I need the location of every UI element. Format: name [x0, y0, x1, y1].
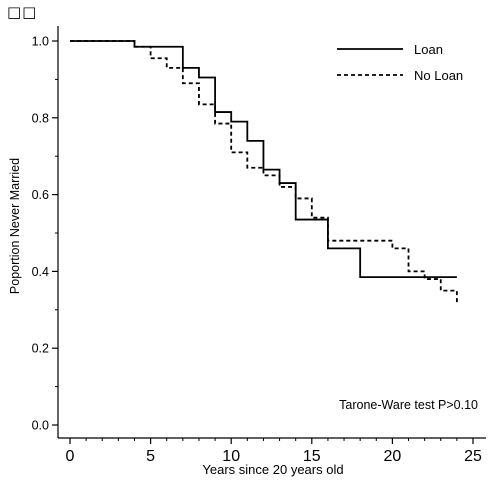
y-axis-label: Poportion Never Married	[8, 158, 22, 294]
legend: Loan No Loan	[337, 42, 463, 83]
annotation-text: Tarone-Ware test P>0.10	[339, 398, 478, 412]
y-tick-label: 0.0	[32, 419, 49, 433]
legend-label: Loan	[414, 42, 443, 57]
series-line-no-loan	[70, 40, 458, 303]
x-tick-label: 25	[464, 448, 482, 465]
corner-text: □□	[7, 3, 38, 21]
y-tick-label: 0.2	[32, 342, 49, 356]
x-tick-label: 20	[384, 448, 402, 465]
axes: 0.0 0.2 0.4 0.6 0.8 1.0 0 5 10 15 20 25	[32, 26, 486, 465]
y-tick-label: 0.6	[32, 188, 49, 202]
x-tick-label: 0	[66, 448, 75, 465]
x-tick-label: 5	[146, 448, 155, 465]
y-tick-label: 0.8	[32, 111, 49, 125]
y-tick-label: 1.0	[32, 35, 49, 49]
x-tick-label: 15	[303, 448, 321, 465]
x-axis-label: Years since 20 years old	[202, 462, 343, 477]
x-tick-label: 10	[222, 448, 240, 465]
legend-label: No Loan	[414, 68, 463, 83]
series-layer	[70, 40, 458, 303]
series-line-loan	[70, 40, 457, 279]
y-tick-label: 0.4	[32, 265, 49, 279]
